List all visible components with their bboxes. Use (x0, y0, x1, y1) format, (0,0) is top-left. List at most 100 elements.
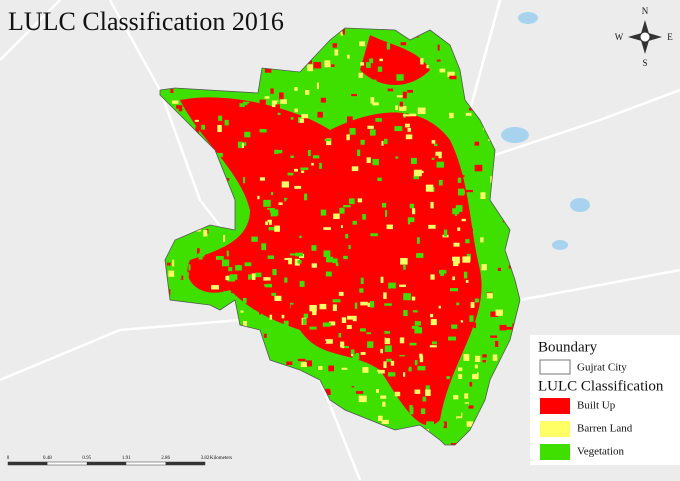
texture-patch (333, 68, 339, 71)
texture-patch (186, 272, 189, 277)
texture-patch (294, 168, 299, 172)
compass-n: N (642, 6, 649, 16)
texture-patch (264, 96, 270, 99)
texture-patch (374, 252, 380, 255)
texture-patch (325, 388, 331, 392)
texture-patch (351, 381, 355, 387)
texture-patch (277, 115, 284, 122)
texture-patch (470, 345, 477, 349)
scale-bar-unit: Kilometers (210, 456, 232, 461)
texture-patch (339, 130, 347, 135)
compass-w: W (615, 32, 624, 42)
scale-bar-segment (165, 462, 205, 465)
texture-patch (369, 129, 376, 136)
texture-patch (332, 258, 338, 264)
texture-patch (430, 319, 437, 326)
texture-patch (386, 358, 392, 362)
texture-patch (402, 114, 411, 117)
compass: N E S W (615, 6, 674, 68)
texture-patch (458, 374, 463, 379)
texture-patch (393, 197, 396, 202)
texture-patch (372, 158, 379, 166)
texture-patch (358, 72, 363, 78)
texture-patch (319, 162, 322, 169)
texture-patch (372, 399, 379, 405)
texture-patch (304, 193, 308, 201)
texture-patch (387, 88, 394, 92)
texture-patch (283, 320, 289, 328)
texture-patch (348, 158, 355, 164)
texture-patch (331, 176, 337, 179)
texture-patch (281, 181, 290, 188)
texture-patch (385, 210, 388, 217)
texture-patch (474, 298, 479, 303)
texture-patch (419, 401, 426, 408)
texture-patch (307, 64, 313, 72)
texture-patch (355, 77, 359, 85)
texture-patch (450, 409, 454, 412)
texture-patch (420, 58, 424, 65)
texture-patch (336, 131, 341, 134)
texture-patch (341, 367, 348, 370)
scale-bar-segment (86, 462, 127, 465)
legend-swatch (540, 421, 570, 437)
scale-bar-label: 1.91 (122, 456, 131, 461)
texture-patch (265, 221, 268, 226)
texture-patch (323, 250, 331, 257)
texture-patch (390, 360, 395, 366)
texture-patch (366, 332, 371, 335)
texture-patch (197, 248, 200, 254)
texture-patch (240, 310, 244, 313)
texture-patch (322, 322, 331, 327)
texture-patch (416, 253, 424, 258)
texture-patch (305, 89, 310, 95)
texture-patch (278, 202, 283, 205)
texture-patch (462, 306, 467, 311)
texture-patch (300, 362, 307, 368)
texture-patch (463, 271, 468, 279)
texture-patch (291, 266, 294, 273)
texture-patch (259, 128, 267, 133)
texture-patch (409, 203, 415, 209)
texture-patch (424, 168, 430, 172)
legend: Boundary Gujrat City LULC Classification… (530, 335, 680, 465)
texture-patch (349, 198, 355, 205)
texture-patch (394, 126, 403, 132)
texture-patch (264, 106, 268, 111)
texture-patch (267, 255, 274, 259)
texture-patch (259, 177, 265, 181)
texture-patch (369, 58, 374, 64)
texture-patch (365, 149, 372, 154)
texture-patch (381, 419, 389, 424)
texture-patch (431, 341, 437, 345)
texture-patch (362, 214, 366, 220)
texture-patch (403, 310, 408, 317)
texture-patch (421, 170, 424, 174)
texture-patch (486, 293, 493, 299)
texture-patch (266, 190, 270, 195)
texture-patch (266, 172, 271, 176)
texture-patch (317, 111, 323, 118)
texture-patch (435, 100, 441, 104)
texture-patch (188, 264, 191, 271)
texture-patch (380, 122, 385, 126)
texture-patch (369, 301, 375, 308)
texture-patch (279, 92, 284, 100)
texture-patch (480, 334, 486, 337)
texture-patch (168, 270, 175, 277)
texture-patch (300, 167, 309, 170)
texture-patch (449, 112, 454, 119)
texture-patch (426, 65, 429, 69)
texture-patch (384, 135, 389, 140)
texture-patch (350, 349, 355, 356)
texture-patch (418, 98, 422, 102)
texture-patch (350, 353, 354, 357)
texture-patch (409, 407, 414, 415)
texture-patch (499, 324, 507, 331)
texture-patch (469, 381, 473, 387)
texture-patch (460, 320, 464, 323)
texture-patch (320, 209, 327, 216)
texture-patch (469, 315, 474, 322)
texture-patch (188, 234, 196, 238)
